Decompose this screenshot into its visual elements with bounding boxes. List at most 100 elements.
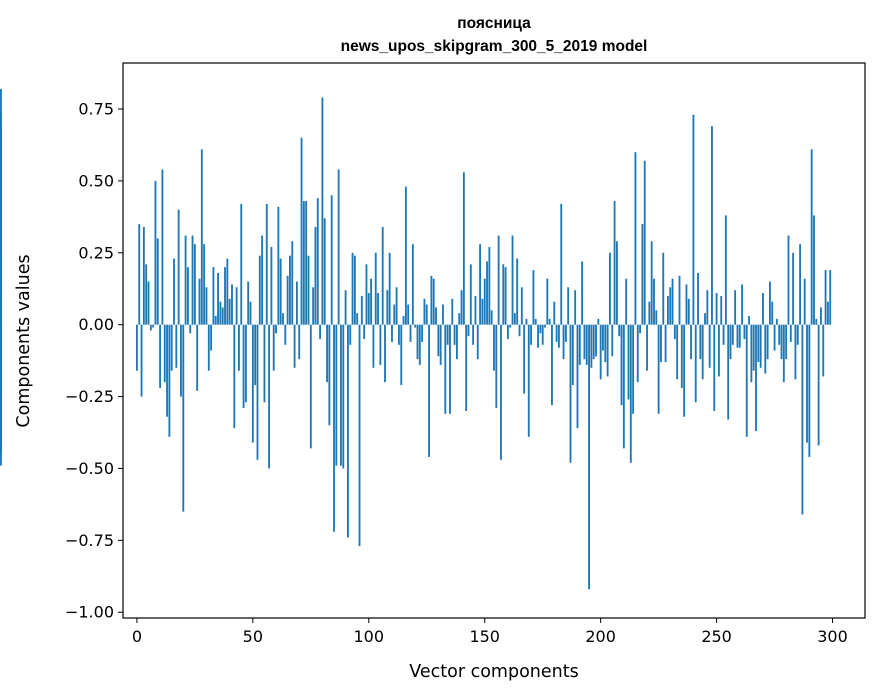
bar	[367, 293, 370, 325]
bar	[138, 224, 141, 325]
plot-frame	[122, 62, 866, 619]
bar	[771, 301, 774, 325]
bar	[567, 287, 570, 325]
bar	[442, 304, 444, 325]
bar	[555, 324, 558, 342]
bar	[632, 324, 635, 414]
bar	[460, 290, 463, 325]
bar	[154, 180, 157, 325]
bar	[792, 252, 795, 325]
bar	[437, 324, 440, 357]
bar	[766, 324, 769, 360]
bar	[221, 307, 224, 325]
bar	[198, 278, 201, 325]
bar	[184, 235, 187, 325]
bar	[384, 324, 386, 383]
bar	[822, 324, 825, 377]
bar	[706, 290, 709, 325]
bar	[289, 255, 291, 325]
bar	[407, 304, 410, 325]
bar	[152, 324, 155, 328]
bar	[581, 261, 584, 325]
bar	[254, 324, 257, 386]
bar	[374, 252, 377, 325]
bar	[166, 324, 168, 417]
bar	[532, 270, 535, 325]
bar	[509, 324, 512, 328]
x-tick-label: 0	[132, 627, 142, 646]
bar	[743, 324, 746, 340]
bar	[295, 281, 298, 325]
bar	[576, 324, 579, 429]
bar	[360, 295, 363, 325]
bar	[773, 324, 776, 351]
bar	[258, 255, 261, 325]
bar	[597, 318, 600, 325]
bar	[648, 301, 651, 325]
bar	[277, 206, 280, 325]
bar	[701, 324, 704, 380]
bar	[506, 324, 509, 340]
bar	[518, 324, 521, 337]
bar	[411, 244, 414, 325]
bar	[613, 201, 616, 325]
bar	[738, 324, 741, 348]
y-tick-label: −0.25	[65, 387, 114, 406]
bar	[238, 324, 240, 371]
bar	[386, 290, 389, 325]
bar	[595, 324, 597, 357]
x-axis-ticks: 0 50 100 150 200 250 300	[132, 618, 848, 646]
bar	[622, 324, 625, 449]
bar	[625, 278, 628, 325]
bar	[414, 324, 417, 328]
bar	[207, 324, 210, 371]
y-tick-label: 0.25	[78, 243, 114, 262]
bar	[560, 203, 563, 325]
bar	[678, 275, 681, 325]
bar	[717, 324, 720, 377]
bar	[611, 324, 614, 357]
bar	[293, 324, 296, 368]
bar	[388, 252, 391, 325]
bar	[177, 209, 180, 325]
x-tick-label: 300	[817, 627, 848, 646]
bar	[446, 324, 449, 345]
bar	[495, 324, 498, 409]
bar	[755, 324, 757, 432]
bar	[657, 324, 660, 414]
bar	[149, 324, 152, 331]
bar	[476, 324, 479, 360]
bar	[553, 301, 556, 325]
bar	[808, 324, 811, 457]
bar	[319, 324, 322, 340]
bar	[729, 324, 732, 360]
bar	[381, 226, 384, 325]
bar	[342, 324, 345, 469]
bar	[358, 324, 361, 547]
bar	[363, 324, 366, 340]
bar	[813, 215, 815, 325]
bar	[481, 298, 484, 325]
bar	[284, 324, 287, 345]
bar	[676, 324, 679, 380]
chart-title: поясница	[457, 15, 531, 32]
bar	[189, 324, 192, 334]
bar	[298, 324, 301, 360]
bar	[539, 324, 542, 334]
bar	[340, 324, 342, 466]
bar	[806, 324, 808, 443]
bar	[527, 324, 530, 437]
bar	[465, 324, 468, 411]
bar	[314, 226, 317, 325]
bar	[235, 287, 238, 325]
bar	[578, 324, 581, 365]
bar	[187, 267, 189, 325]
bar	[683, 324, 686, 417]
bar	[641, 224, 644, 325]
bar	[175, 324, 178, 368]
bar	[219, 301, 222, 325]
bar	[286, 275, 289, 325]
bar	[145, 264, 148, 325]
bar	[439, 324, 442, 365]
